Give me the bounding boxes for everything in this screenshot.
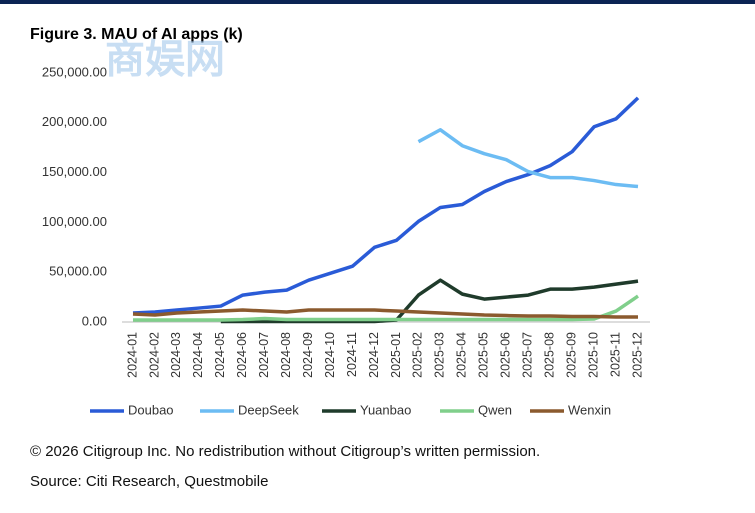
note: Source: Citi Research, Questmobile [30, 473, 268, 490]
y-tick-label: 100,000.00 [42, 214, 107, 229]
series-line [132, 308, 638, 319]
legend-label: Doubao [128, 402, 174, 417]
x-tick-label: 2024-06 [235, 332, 249, 378]
y-tick-label: 250,000.00 [42, 64, 107, 79]
x-tick-label: 2024-05 [213, 332, 227, 378]
x-tick-label: 2025-06 [499, 332, 513, 378]
x-tick-label: 2025-10 [586, 332, 600, 378]
x-tick-label: 2024-10 [323, 332, 337, 378]
x-tick-label: 2025-05 [477, 332, 491, 378]
legend-label: Qwen [478, 402, 512, 417]
x-tick-label: 2025-09 [564, 332, 578, 378]
x-tick-label: 2025-03 [433, 332, 447, 378]
x-tick-label: 2024-11 [345, 332, 359, 377]
x-tick-label: 2024-12 [367, 332, 381, 378]
series-line [133, 294, 639, 322]
x-tick-label: 2025-02 [411, 332, 425, 378]
x-tick-label: 2024-04 [191, 332, 205, 378]
y-tick-label: 150,000.00 [42, 164, 107, 179]
series-line [417, 128, 639, 189]
x-tick-label: 2025-07 [521, 332, 535, 378]
x-tick-label: 2024-07 [257, 332, 271, 378]
note: © 2026 Citigroup Inc. No redistribution … [30, 443, 540, 460]
y-tick-label: 200,000.00 [42, 114, 107, 129]
legend-label: Yuanbao [360, 402, 411, 417]
legend-label: Wenxin [568, 402, 611, 417]
x-tick-label: 2024-02 [147, 332, 161, 378]
y-tick-label: 50,000.00 [49, 264, 107, 279]
y-tick-label: 0.00 [82, 313, 107, 328]
x-tick-label: 2024-03 [169, 332, 183, 378]
x-tick-label: 2024-09 [301, 332, 315, 378]
chart-title: Figure 3. MAU of AI apps (k) [30, 26, 243, 43]
x-tick-label: 2025-08 [542, 332, 556, 378]
series-line [132, 96, 640, 315]
x-tick-label: 2025-01 [389, 332, 403, 378]
x-tick-label: 2025-12 [630, 332, 644, 378]
x-tick-label: 2024-01 [125, 332, 139, 378]
top-bar [0, 0, 755, 4]
x-tick-label: 2025-04 [455, 332, 469, 378]
watermark: 商娱网 [105, 38, 225, 82]
series-line [220, 278, 639, 324]
x-tick-label: 2025-11 [608, 332, 622, 377]
x-tick-label: 2024-08 [279, 332, 293, 378]
legend-label: DeepSeek [238, 402, 299, 417]
